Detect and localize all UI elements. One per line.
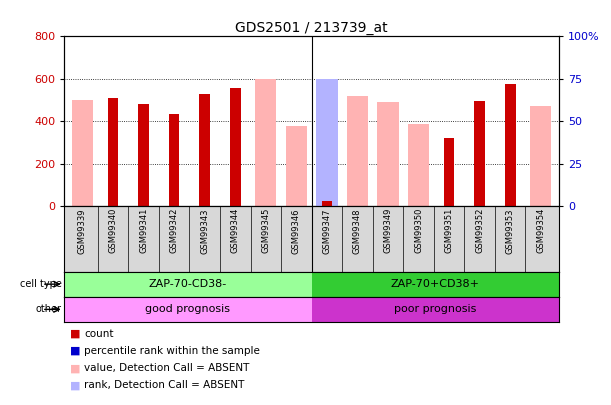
Bar: [312, 272, 559, 297]
Text: good prognosis: good prognosis: [145, 305, 230, 314]
Bar: [321, 201, 332, 206]
Text: ■: ■: [70, 329, 81, 339]
Text: GSM99353: GSM99353: [506, 208, 514, 254]
Bar: [199, 94, 210, 206]
Text: ZAP-70-CD38-: ZAP-70-CD38-: [148, 279, 227, 289]
Bar: [169, 114, 180, 206]
Bar: [347, 96, 368, 206]
Bar: [64, 297, 312, 322]
Text: cell type: cell type: [20, 279, 62, 289]
Bar: [505, 83, 516, 206]
Bar: [72, 100, 93, 206]
Text: GSM99340: GSM99340: [109, 208, 117, 254]
Bar: [64, 272, 312, 297]
Text: GSM99350: GSM99350: [414, 208, 423, 254]
Text: GSM99346: GSM99346: [292, 208, 301, 254]
Text: ■: ■: [70, 363, 81, 373]
Bar: [474, 101, 485, 206]
Text: GSM99347: GSM99347: [323, 208, 331, 254]
Text: GSM99351: GSM99351: [445, 208, 453, 254]
Text: ■: ■: [70, 346, 81, 356]
Text: GSM99344: GSM99344: [231, 208, 240, 254]
Text: poor prognosis: poor prognosis: [394, 305, 477, 314]
Text: GSM99354: GSM99354: [536, 208, 545, 254]
Text: rank, Detection Call = ABSENT: rank, Detection Call = ABSENT: [84, 380, 244, 390]
Text: count: count: [84, 329, 114, 339]
Bar: [316, 79, 338, 206]
Bar: [108, 98, 119, 206]
Text: GSM99348: GSM99348: [353, 208, 362, 254]
Text: GSM99352: GSM99352: [475, 208, 484, 254]
Text: GSM99343: GSM99343: [200, 208, 209, 254]
Bar: [530, 107, 552, 206]
Text: percentile rank within the sample: percentile rank within the sample: [84, 346, 260, 356]
Text: ■: ■: [70, 380, 81, 390]
Text: GSM99339: GSM99339: [78, 208, 87, 254]
Bar: [230, 88, 241, 206]
Text: GSM99342: GSM99342: [170, 208, 178, 254]
Text: ZAP-70+CD38+: ZAP-70+CD38+: [391, 279, 480, 289]
Bar: [444, 138, 455, 206]
Text: GSM99345: GSM99345: [262, 208, 270, 254]
Bar: [286, 126, 307, 206]
Bar: [408, 124, 430, 206]
Text: value, Detection Call = ABSENT: value, Detection Call = ABSENT: [84, 363, 250, 373]
Bar: [255, 79, 277, 206]
Bar: [378, 102, 399, 206]
Title: GDS2501 / 213739_at: GDS2501 / 213739_at: [235, 21, 388, 35]
Bar: [138, 104, 149, 206]
Text: other: other: [35, 305, 62, 314]
Text: GSM99349: GSM99349: [384, 208, 392, 254]
Bar: [312, 297, 559, 322]
Text: GSM99341: GSM99341: [139, 208, 148, 254]
